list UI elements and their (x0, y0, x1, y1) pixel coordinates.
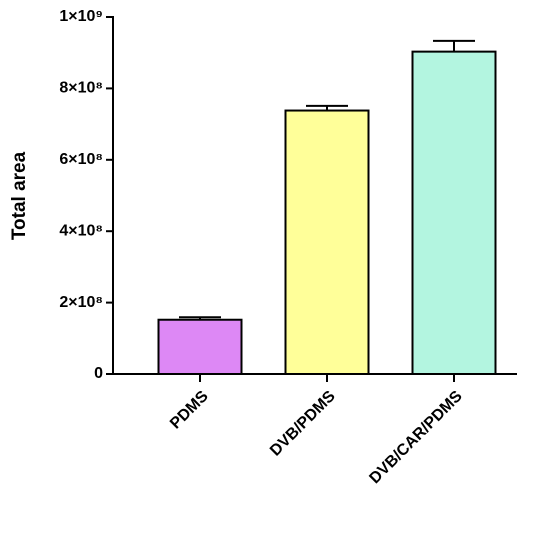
y-tick-label: 4×10⁸ (59, 222, 103, 239)
y-tick-label: 2×10⁸ (59, 294, 103, 311)
y-axis-label: Total area (9, 151, 30, 240)
bar (284, 109, 370, 375)
y-tick-label: 0 (94, 365, 103, 382)
bar (411, 50, 497, 376)
y-tick-label: 8×10⁸ (59, 80, 103, 97)
x-tick-label: DVB/CAR/PDMS (366, 388, 466, 488)
y-tick-label: 6×10⁸ (59, 151, 103, 168)
x-tick-label: DVB/PDMS (267, 388, 339, 460)
y-tick-label: 1×10⁹ (59, 8, 103, 25)
x-tick-label: PDMS (167, 388, 212, 433)
bar (157, 318, 243, 375)
